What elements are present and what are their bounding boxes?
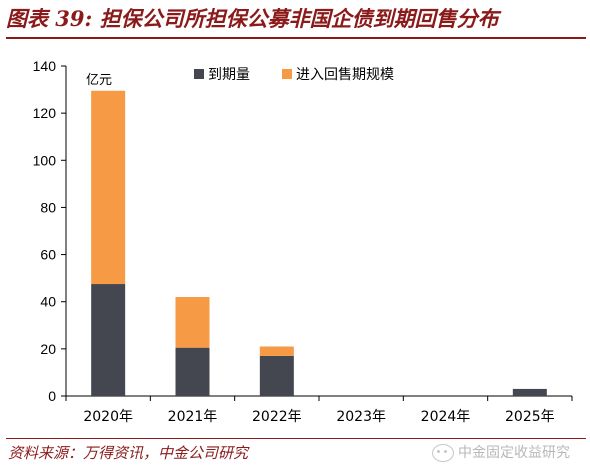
source-note: 资料来源：万得资讯，中金公司研究	[8, 444, 249, 462]
watermark-text: 中金固定收益研究	[458, 445, 570, 461]
bar-maturity-0	[91, 284, 126, 396]
y-tick-label: 60	[40, 247, 56, 263]
y-tick-label: 0	[48, 388, 56, 404]
y-tick-label: 80	[40, 199, 56, 215]
title-rule	[6, 37, 586, 39]
figure-title: 图表 39: 担保公司所担保公募非国企债到期回售分布	[6, 6, 499, 31]
legend-swatch-1	[282, 69, 292, 79]
y-tick-label: 20	[40, 341, 56, 357]
x-tick-label: 2023年	[336, 409, 386, 425]
bar-putback-0	[91, 90, 126, 285]
y-tick-label: 140	[33, 58, 57, 74]
legend-label-0: 到期量	[208, 67, 250, 83]
x-tick-label: 2020年	[83, 409, 133, 425]
y-tick-label: 100	[33, 152, 57, 168]
wechat-icon	[432, 444, 454, 462]
bar-putback-1	[175, 297, 210, 348]
unit-label: 亿元	[86, 73, 112, 88]
bar-maturity-5	[512, 388, 547, 396]
x-tick-label: 2024年	[421, 409, 471, 425]
source-rule	[6, 438, 586, 439]
x-tick-label: 2021年	[168, 409, 218, 425]
bar-maturity-1	[175, 347, 210, 396]
x-tick-label: 2022年	[252, 409, 302, 425]
stacked-bar-chart: 0 20 40 60 80 100 120 140 2020年 2021年 2022年 2023年 20…	[33, 58, 573, 425]
y-tick-label: 40	[40, 294, 56, 310]
y-tick-label: 120	[33, 105, 57, 121]
bar-maturity-2	[259, 355, 294, 396]
watermark: 中金固定收益研究	[432, 440, 570, 466]
bar-putback-2	[259, 346, 294, 356]
legend-label-1: 进入回售期规模	[296, 67, 394, 83]
legend-swatch-0	[194, 69, 204, 79]
x-tick-label: 2025年	[505, 409, 555, 425]
